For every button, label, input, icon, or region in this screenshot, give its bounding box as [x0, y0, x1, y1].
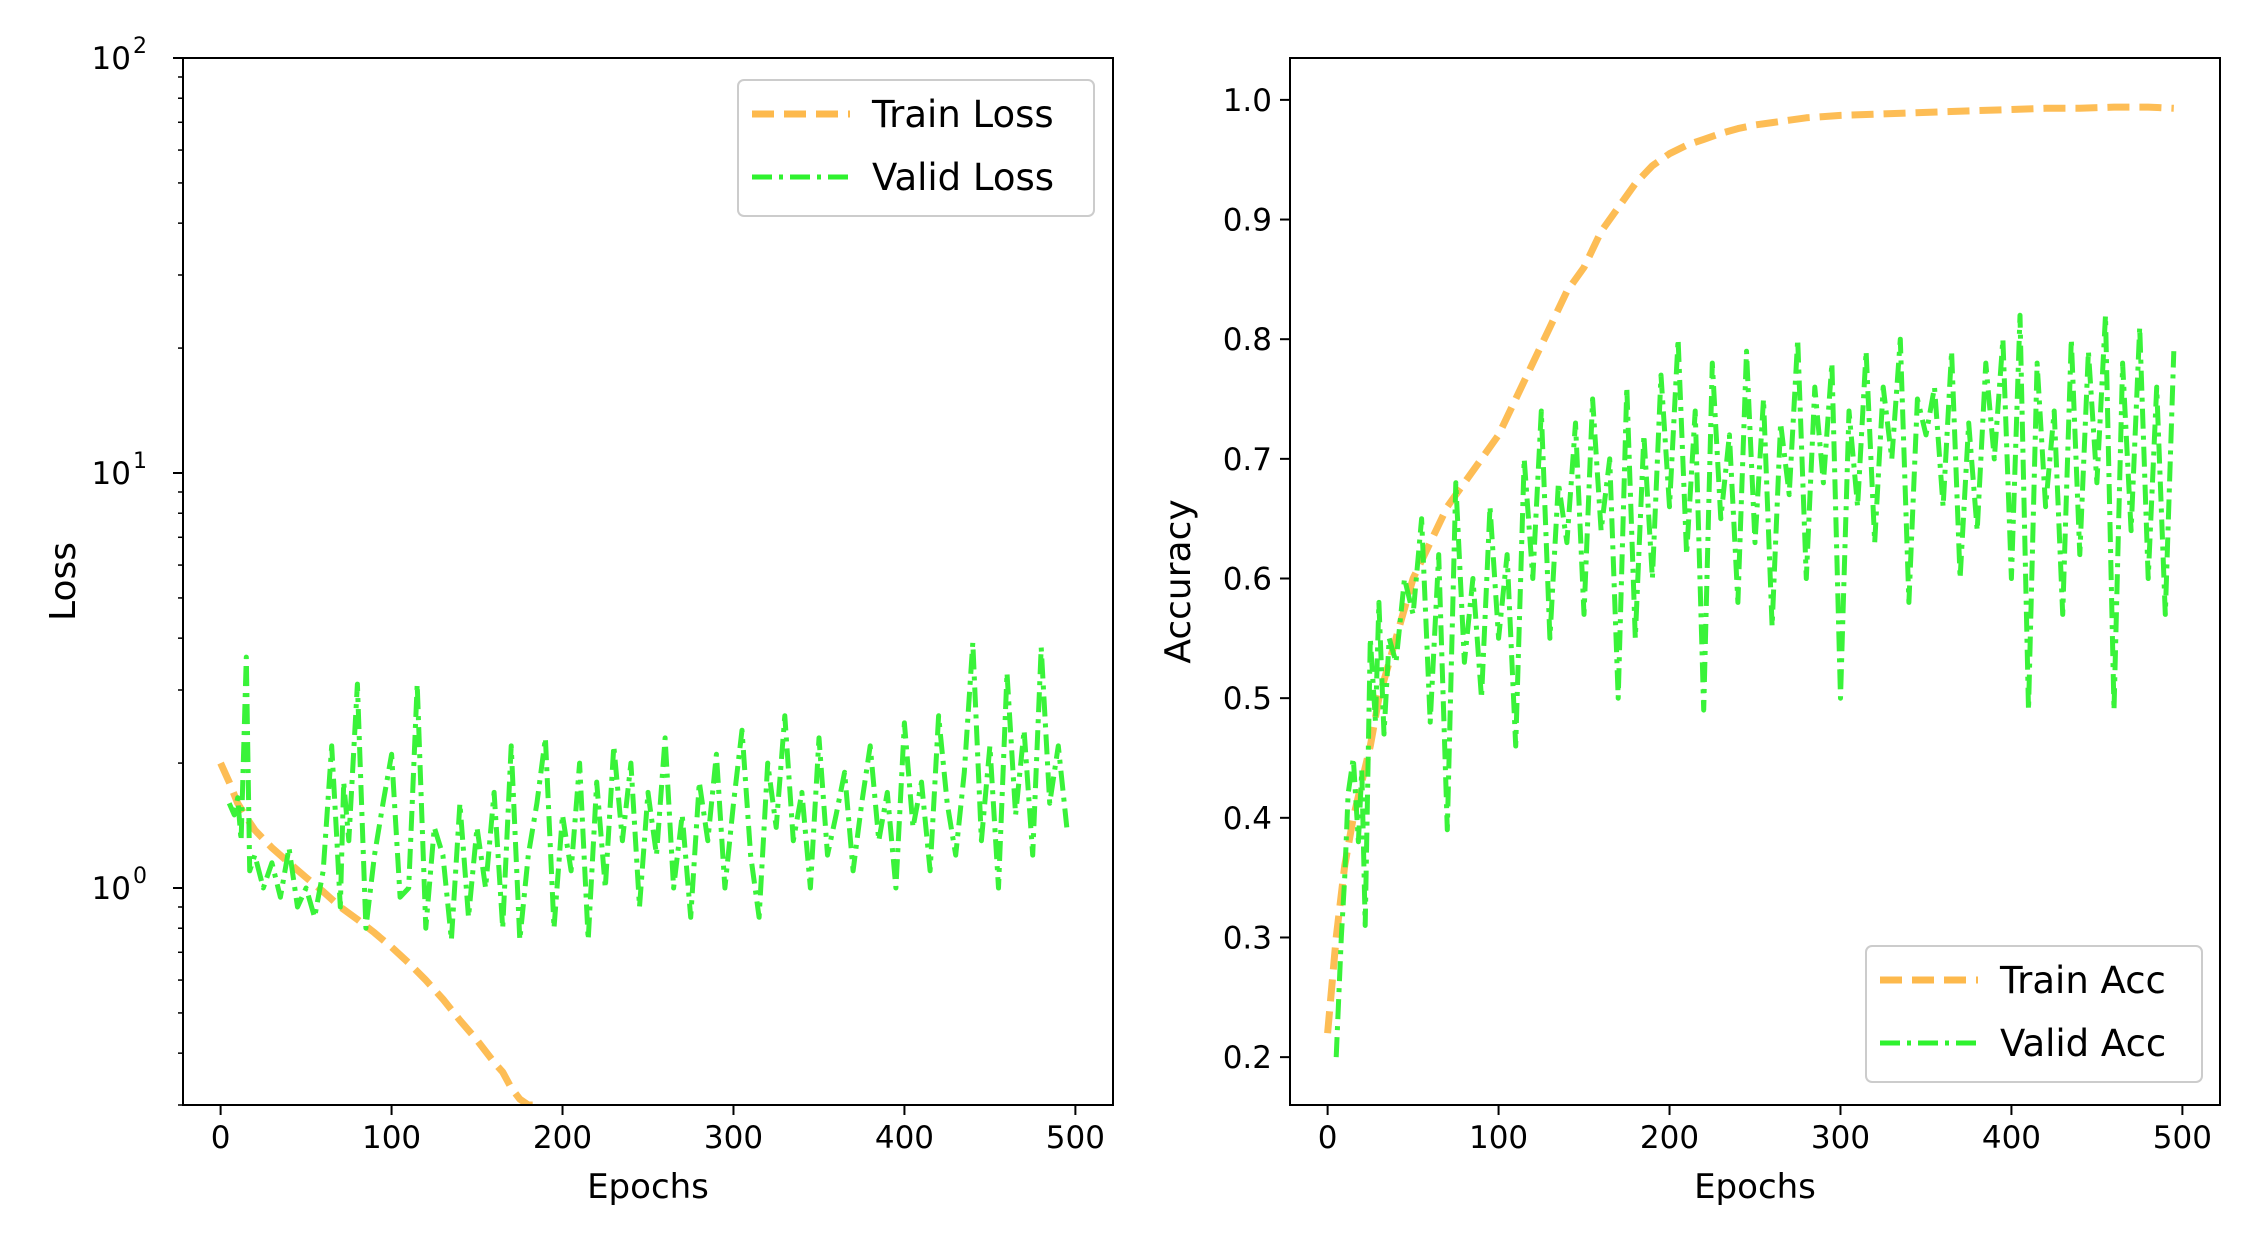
y-axis-label: Loss — [43, 542, 84, 621]
y-tick-label: 1.0 — [1223, 83, 1272, 119]
legend-label: Valid Acc — [2000, 1022, 2166, 1065]
x-tick-label: 300 — [1811, 1120, 1870, 1156]
legend-label: Train Loss — [871, 93, 1054, 136]
series-line-train-acc — [1324, 103, 2174, 1034]
x-tick-label: 500 — [1046, 1120, 1105, 1156]
x-tick-label: 200 — [533, 1120, 592, 1156]
plot-area — [1324, 103, 2177, 1058]
x-axis-label: Epochs — [1694, 1167, 1816, 1207]
y-tick-label: 0.4 — [1223, 801, 1272, 837]
y-tick-label: 0.5 — [1223, 681, 1272, 717]
x-tick-label: 0 — [211, 1120, 231, 1156]
legend: Train Loss Valid Loss — [737, 79, 1095, 217]
y-tick-label: 0.9 — [1223, 203, 1272, 239]
x-tick-label: 0 — [1318, 1120, 1338, 1156]
x-tick-label: 100 — [1469, 1120, 1528, 1156]
plot-area — [217, 640, 1070, 1105]
accuracy-chart: 0 100 200 300 400 500 0.2 0.3 0.4 0.5 0.6 0.7 0.8 0.9… — [1158, 57, 2221, 1207]
x-tick-label: 500 — [2153, 1120, 2212, 1156]
series-line-valid-loss — [226, 640, 1070, 943]
legend-label: Valid Loss — [872, 156, 1054, 199]
x-axis-label: Epochs — [587, 1167, 709, 1207]
series-line-train-loss — [217, 761, 537, 1105]
legend-label: Train Acc — [1999, 959, 2166, 1002]
x-tick-label: 400 — [875, 1120, 934, 1156]
y-tick-label: 0.8 — [1223, 322, 1272, 358]
x-tick-label: 300 — [704, 1120, 763, 1156]
y-tick-label: 0.3 — [1223, 920, 1272, 956]
y-tick-label: 0.6 — [1223, 562, 1272, 598]
legend: Train Acc Valid Acc — [1865, 945, 2203, 1083]
axes-frame — [182, 57, 1114, 1106]
loss-chart: 0 100 200 300 400 500100101102EpochsLossTrain… — [43, 34, 1114, 1207]
series-line-valid-acc — [1333, 312, 2177, 1058]
x-tick-label: 200 — [1640, 1120, 1699, 1156]
y-axis-label: Accuracy — [1158, 499, 1199, 663]
y-tick-label: 0.7 — [1223, 442, 1272, 478]
x-tick-label: 400 — [1982, 1120, 2041, 1156]
x-tick-label: 100 — [362, 1120, 421, 1156]
y-tick-label: 0.2 — [1223, 1040, 1272, 1076]
axes-frame — [1289, 57, 2221, 1106]
